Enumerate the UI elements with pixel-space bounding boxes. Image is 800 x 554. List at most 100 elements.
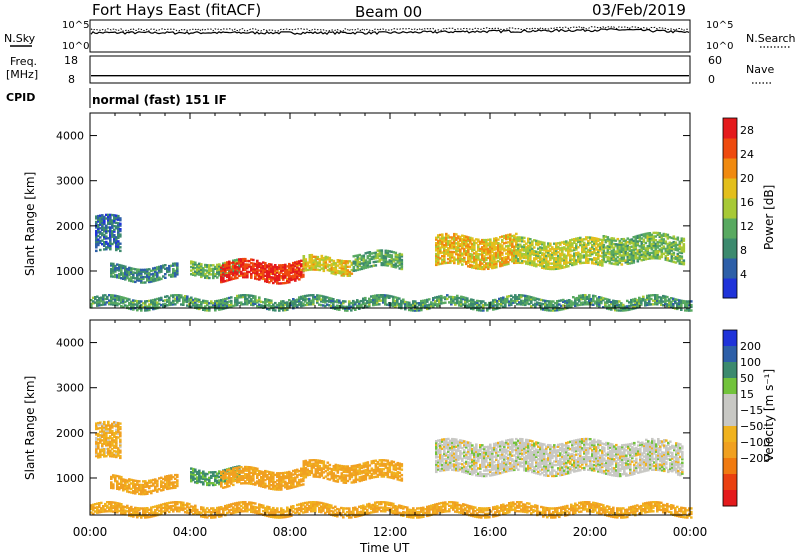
power-cell: [675, 241, 678, 243]
power-colorbar-tick-label: 12: [740, 220, 754, 233]
power-cell: [659, 232, 662, 234]
power-colorbar-tick-label: 20: [740, 172, 754, 185]
velocity-cell: [116, 480, 119, 482]
n-search-tick-low: 10^0: [706, 41, 733, 52]
nave-label: Nave: [746, 63, 774, 76]
power-cell: [194, 262, 197, 264]
power-cell: [673, 235, 676, 237]
power-cell: [428, 298, 431, 300]
power-cell: [455, 233, 458, 235]
n-sky-tick-low: 10^0: [62, 41, 89, 52]
velocity-panel: 1000200030004000 Slant Range [km]: [23, 320, 693, 519]
n-search-tick-high: 10^5: [706, 20, 733, 31]
power-ytick-label: 2000: [56, 220, 84, 233]
power-cell: [575, 243, 578, 245]
power-cell: [329, 257, 332, 259]
velocity-cell: [119, 426, 122, 428]
power-cell: [353, 266, 356, 268]
velocity-cell: [176, 474, 179, 476]
velocity-cell: [138, 480, 141, 482]
power-plot-area: [90, 113, 690, 308]
power-cell: [113, 234, 116, 236]
noise-panel: N.Sky 10^5 10^0 10^5 10^0 N.Search: [4, 20, 796, 52]
power-cell: [303, 255, 306, 257]
power-cell: [119, 246, 122, 248]
power-cell: [523, 240, 526, 242]
power-cell: [375, 264, 378, 266]
power-cell: [236, 277, 239, 279]
power-colorbar-tick-label: 16: [740, 196, 754, 209]
power-colorbar-blocks: [723, 118, 737, 299]
power-cell: [160, 278, 163, 280]
power-cell: [168, 297, 171, 299]
power-cell: [608, 299, 611, 301]
power-cell: [391, 254, 394, 256]
power-cell: [164, 264, 167, 266]
power-cell: [441, 233, 444, 235]
freq-unit-label: [MHz]: [6, 68, 38, 81]
power-cell: [270, 300, 273, 302]
power-cell: [222, 277, 225, 279]
power-colorbar-block: [723, 138, 737, 159]
power-cell: [321, 255, 324, 257]
velocity-cell: [214, 484, 217, 486]
radar-title: Fort Hays East (fitACF): [92, 1, 261, 19]
power-cell: [683, 238, 686, 240]
velocity-cell: [120, 476, 123, 478]
power-cell: [95, 250, 98, 252]
power-cell: [456, 295, 459, 297]
power-cell: [401, 259, 404, 261]
velocity-cell: [198, 470, 201, 472]
velocity-cell: [107, 421, 110, 423]
noise-traces: [91, 26, 689, 34]
power-colorbar-ticks: 481216202428: [740, 124, 754, 281]
velocity-cell: [156, 480, 159, 482]
velocity-cell: [176, 479, 179, 481]
power-cell: [501, 244, 504, 246]
power-cell: [621, 263, 624, 265]
power-cell: [119, 233, 122, 235]
power-cell: [543, 242, 546, 244]
power-cell: [381, 249, 384, 251]
power-colorbar-block: [723, 118, 737, 139]
noise-series-n-sky: [91, 29, 689, 35]
power-cell: [408, 302, 411, 304]
power-cell: [298, 278, 301, 280]
power-cell: [378, 303, 381, 305]
power-cell: [533, 246, 536, 248]
power-cell: [317, 256, 320, 258]
power-cell: [549, 243, 552, 245]
velocity-cell: [119, 431, 122, 433]
power-cell: [119, 243, 122, 245]
velocity-cell: [119, 422, 122, 424]
nave-tick-low: 0: [708, 73, 715, 86]
power-cell: [603, 244, 606, 246]
power-cell: [333, 260, 336, 262]
power-cell: [567, 265, 570, 267]
power-cell: [667, 234, 670, 236]
power-cell: [99, 249, 102, 251]
power-cell: [515, 233, 518, 235]
power-ytick-label: 4000: [56, 130, 84, 143]
cpid-label: CPID: [6, 91, 35, 104]
velocity-cell: [103, 421, 106, 423]
cpid-value: normal (fast) 151 IF: [92, 93, 227, 107]
power-cell: [523, 237, 526, 239]
n-sky-tick-high: 10^5: [62, 20, 89, 31]
velocity-cell: [194, 469, 197, 471]
power-cell: [344, 300, 347, 302]
power-cell: [190, 297, 193, 299]
power-ytick-label: 1000: [56, 265, 84, 278]
power-cell: [577, 246, 580, 248]
power-cell: [562, 304, 565, 306]
velocity-cell: [119, 455, 122, 457]
freq-tick-high: 18: [64, 54, 78, 67]
power-cell: [119, 228, 122, 230]
n-search-label: N.Search: [746, 32, 796, 45]
velocity-plot-area: [90, 320, 690, 515]
power-cell: [230, 296, 233, 298]
power-cell: [471, 237, 474, 239]
power-cell: [666, 296, 669, 298]
power-cell: [665, 240, 668, 242]
power-colorbar: 481216202428 Power [dB]: [723, 118, 776, 299]
